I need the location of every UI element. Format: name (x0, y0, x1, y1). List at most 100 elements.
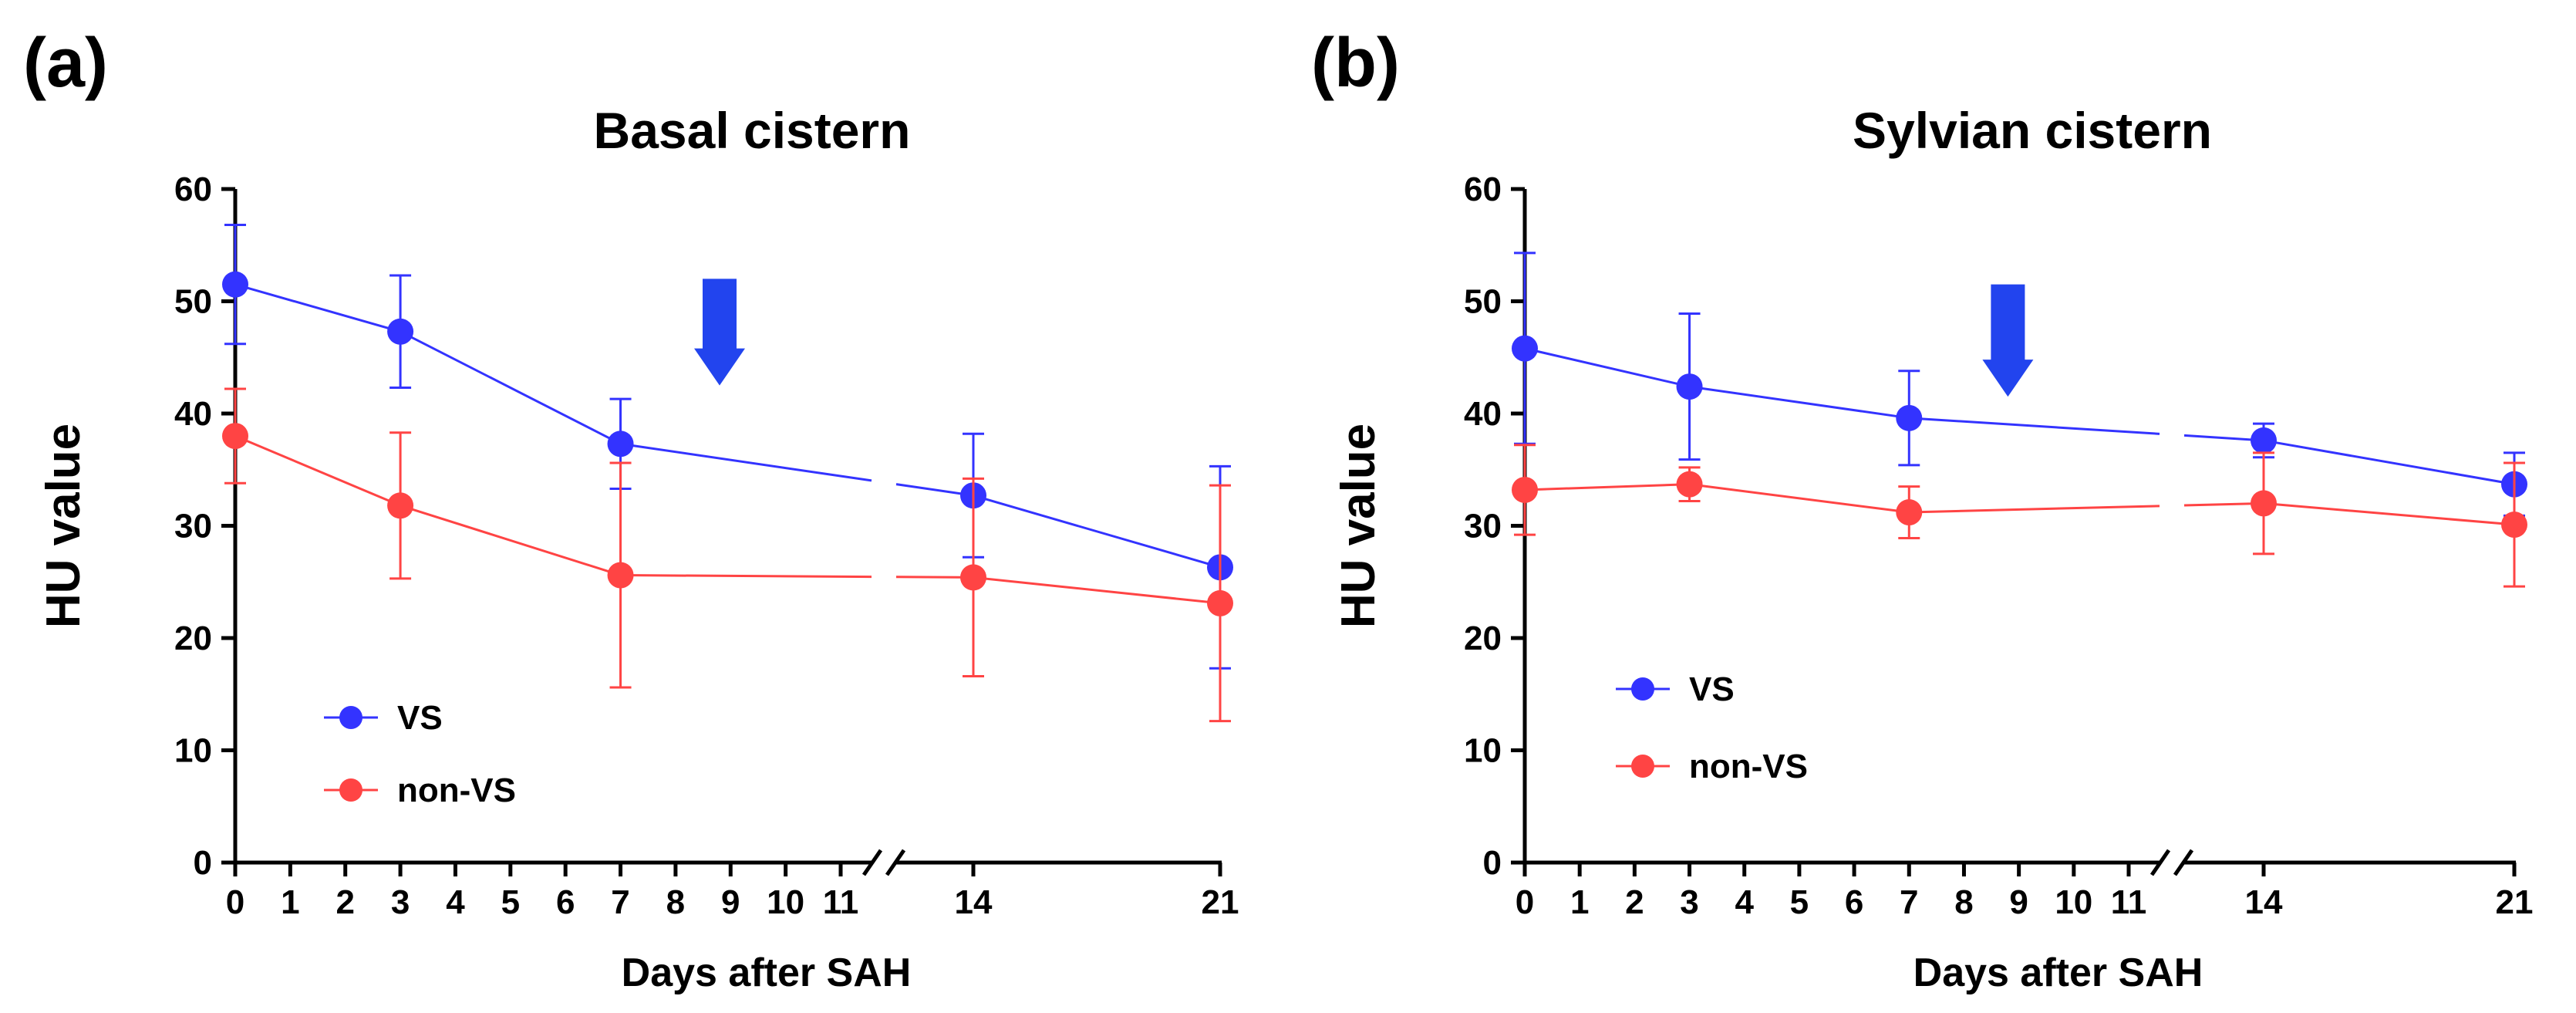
y-tick-label: 0 (1483, 844, 1502, 882)
x-tick-label: 14 (955, 883, 993, 921)
x-tick-label: 11 (2111, 883, 2147, 921)
y-tick-label: 10 (174, 732, 212, 770)
x-tick-label: 0 (226, 883, 244, 921)
chart-title: Basal cistern (594, 102, 911, 159)
x-tick-label: 5 (1790, 883, 1809, 921)
series-line-segment (1689, 385, 1910, 420)
y-tick-label: 40 (1464, 395, 1502, 433)
chart-panel-b: (b) Sylvian cistern HU value 0 10 20 30 40 50 60 0… (1311, 25, 2533, 995)
legend-marker (339, 706, 362, 729)
y-tick-label: 0 (194, 844, 212, 882)
data-point (960, 564, 986, 591)
down-arrow-icon (694, 279, 745, 386)
series-line-segment (2183, 501, 2264, 507)
series-line-segment (1524, 347, 1690, 388)
y-tick-label: 30 (174, 508, 212, 545)
x-tick-label: 6 (1845, 883, 1863, 921)
panel-label: (a) (23, 25, 108, 102)
x-tick-label: 14 (2245, 883, 2283, 921)
data-point (222, 423, 248, 450)
series-line-segment (620, 574, 872, 579)
legend-label: non-VS (1689, 748, 1808, 785)
x-tick-label: 10 (2055, 883, 2092, 921)
data-point (1676, 373, 1703, 400)
x-tick-label: 9 (721, 883, 740, 921)
y-tick-label: 10 (1464, 732, 1502, 770)
x-tick-label: 0 (1516, 883, 1534, 921)
series-line-segment (234, 283, 401, 333)
data-point (1676, 471, 1703, 498)
data-point (1896, 499, 1923, 526)
series-line-segment (620, 442, 872, 482)
data-point (1207, 589, 1233, 616)
series-vs (1512, 252, 2527, 517)
chart-title: Sylvian cistern (1853, 102, 2212, 159)
axis-break-mark (885, 849, 906, 876)
series-line-segment (1524, 483, 1690, 491)
y-tick-label: 50 (174, 283, 212, 321)
x-tick-label: 3 (1680, 883, 1698, 921)
x-tick-label: 11 (823, 883, 859, 921)
axis-break-mark (861, 849, 883, 876)
series-non-vs (222, 387, 1233, 723)
series-line-segment (2183, 434, 2264, 442)
legend-label: VS (1689, 670, 1735, 708)
x-tick-label: 2 (1625, 883, 1644, 921)
data-point (387, 492, 414, 519)
legend-label: VS (397, 699, 443, 737)
x-tick-label: 2 (335, 883, 354, 921)
data-point (2251, 427, 2277, 454)
series-line-segment (973, 494, 1221, 569)
series-line-segment (1689, 483, 1910, 514)
data-point (607, 562, 634, 589)
data-point (1512, 335, 1538, 362)
x-tick-label: 7 (611, 883, 629, 921)
x-axis-title: Days after SAH (622, 951, 912, 995)
data-point (387, 318, 414, 345)
data-point (607, 431, 634, 458)
y-axis-title: HU value (37, 424, 90, 628)
data-point (1896, 404, 1923, 431)
axis-break-mark (2149, 849, 2171, 876)
axis-break-mark (2173, 849, 2194, 876)
x-tick-label: 9 (2009, 883, 2028, 921)
x-tick-label: 21 (1202, 883, 1239, 921)
data-point (2501, 512, 2527, 539)
x-tick-label: 1 (281, 883, 299, 921)
data-point (2251, 490, 2277, 517)
legend-marker (1631, 755, 1654, 778)
y-axis-title: HU value (1332, 424, 1385, 628)
series-non-vs (1512, 444, 2527, 588)
series-line-segment (234, 434, 401, 507)
x-tick-label: 1 (1570, 883, 1589, 921)
x-tick-label: 4 (1735, 883, 1754, 921)
series-line-segment (1909, 417, 2160, 435)
series-line-segment (2263, 501, 2515, 526)
panel-label: (b) (1311, 25, 1400, 102)
x-tick-label: 21 (2496, 883, 2534, 921)
x-tick-label: 5 (501, 883, 520, 921)
legend-label: non-VS (397, 772, 516, 809)
x-axis-title: Days after SAH (1913, 951, 2203, 995)
down-arrow-icon (1982, 284, 2034, 397)
y-tick-label: 50 (1464, 283, 1502, 321)
y-tick-label: 60 (174, 171, 212, 208)
legend-marker (339, 778, 362, 802)
data-point (222, 271, 248, 298)
x-tick-label: 7 (1900, 883, 1918, 921)
y-tick-label: 40 (174, 395, 212, 433)
series-line-segment (2263, 439, 2515, 486)
x-tick-label: 10 (767, 883, 804, 921)
x-tick-label: 8 (666, 883, 685, 921)
legend-marker (1631, 677, 1654, 701)
x-tick-label: 6 (556, 883, 575, 921)
x-tick-label: 3 (391, 883, 410, 921)
series-line-segment (400, 330, 622, 445)
y-tick-label: 20 (1464, 620, 1502, 657)
series-line-segment (400, 504, 621, 576)
y-tick-label: 20 (174, 620, 212, 657)
series-line-segment (973, 576, 1221, 605)
y-tick-label: 60 (1464, 171, 1502, 208)
x-tick-label: 8 (1954, 883, 1973, 921)
